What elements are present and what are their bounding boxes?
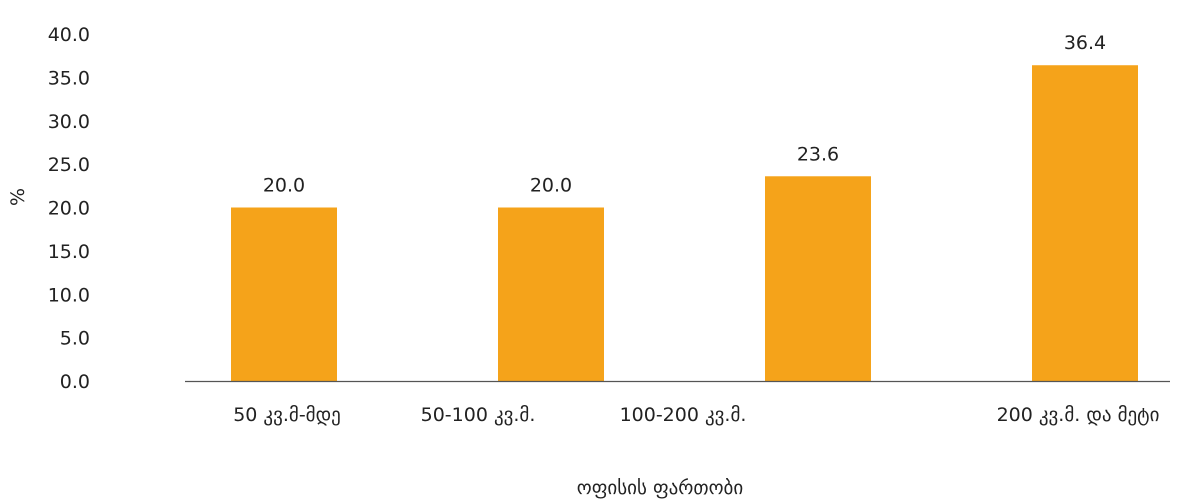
value-labels: 20.0 20.0 23.6 36.4 bbox=[263, 32, 1106, 196]
bar bbox=[765, 176, 871, 381]
value-label: 20.0 bbox=[530, 175, 572, 197]
y-tick-label: 15.0 bbox=[48, 241, 90, 263]
category-label: 100-200 კვ.მ. bbox=[620, 404, 747, 426]
bar bbox=[498, 207, 604, 381]
y-tick-label: 25.0 bbox=[48, 154, 90, 176]
bar bbox=[1032, 65, 1138, 381]
y-tick-label: 10.0 bbox=[48, 284, 90, 306]
value-label: 23.6 bbox=[797, 143, 839, 165]
y-tick-label: 5.0 bbox=[60, 328, 90, 350]
x-axis-title: ოფისის ფართობი bbox=[577, 477, 743, 499]
y-axis-title: % bbox=[7, 188, 29, 206]
value-label: 36.4 bbox=[1064, 32, 1106, 54]
category-label: 50-100 კვ.მ. bbox=[421, 404, 536, 426]
category-labels: 50 კვ.მ-მდე 50-100 კვ.მ. 100-200 კვ.მ. 200 … bbox=[233, 404, 1159, 426]
category-label: 200 კვ.მ. და მეტი bbox=[997, 404, 1160, 426]
bars bbox=[231, 65, 1138, 381]
category-label: 50 კვ.მ-მდე bbox=[233, 404, 341, 426]
y-tick-label: 30.0 bbox=[48, 111, 90, 133]
bar bbox=[231, 207, 337, 381]
y-tick-label: 20.0 bbox=[48, 198, 90, 220]
y-tick-label: 35.0 bbox=[48, 67, 90, 89]
y-axis-ticks: 0.0 5.0 10.0 15.0 20.0 25.0 30.0 35.0 40.0 bbox=[48, 24, 90, 393]
y-tick-label: 40.0 bbox=[48, 24, 90, 46]
value-label: 20.0 bbox=[263, 175, 305, 197]
y-tick-label: 0.0 bbox=[60, 371, 90, 393]
